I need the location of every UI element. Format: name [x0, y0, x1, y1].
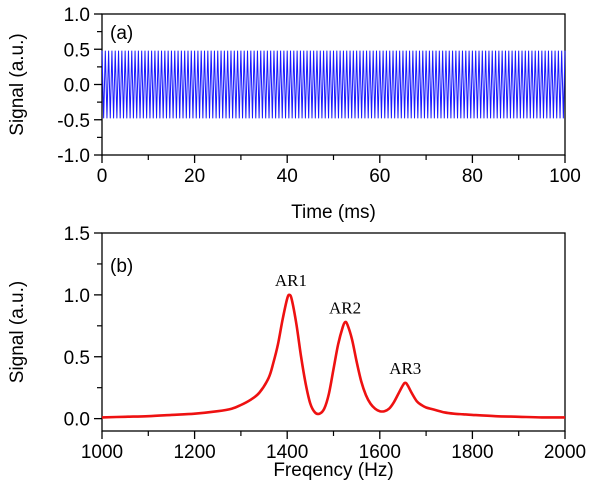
plot-a-x-tick-label: 60 [369, 166, 390, 187]
plot-b-x-tick-label: 1600 [359, 442, 401, 463]
plot-a-x-tick-label: 20 [184, 166, 205, 187]
plot-b-y-tick-label: 1.0 [64, 286, 90, 307]
plot-a-series [101, 50, 566, 119]
plot-b-series [101, 293, 566, 419]
plot-b-spectrum-line [101, 293, 566, 419]
plot-a-x-tick-label: 40 [277, 166, 298, 187]
plot-b-x-tick-label: 1800 [451, 442, 493, 463]
peak-label-ar2: AR2 [329, 298, 361, 317]
plot-b-y-tick-label: 0.0 [64, 410, 90, 431]
plot-a-y-tick-label: 0.5 [64, 40, 90, 61]
plot-b-x-tick-label: 1200 [173, 442, 215, 463]
plot-b-x-tick-label: 1400 [266, 442, 308, 463]
plot-a-y-tick-label: 1.0 [64, 5, 90, 26]
plot-b-frame [101, 232, 566, 432]
plot-b-x-tick-label: 2000 [544, 442, 586, 463]
plot-a-frame [101, 13, 566, 156]
plot-b-annotations: AR1 AR2 AR3 [275, 271, 421, 378]
plot-a-panel-label: (a) [110, 23, 133, 44]
plot-a-y-ticks: -1.0 -0.5 0.0 0.5 1.0 [57, 5, 102, 167]
plot-a-y-tick-label: -1.0 [57, 146, 90, 167]
plot-a-x-ticks: 0 20 40 60 80 100 [97, 155, 581, 187]
plot-b-x-tick-label: 1000 [81, 442, 123, 463]
plot-a-y-axis-label: Signal (a.u.) [7, 33, 28, 135]
plot-a-y-tick-label: -0.5 [57, 111, 90, 132]
peak-label-ar1: AR1 [275, 271, 307, 290]
plot-b-y-tick-label: 0.5 [64, 348, 90, 369]
plot-a-x-tick-label: 0 [97, 166, 108, 187]
plot-b-panel-label: (b) [110, 256, 133, 277]
plot-b-y-tick-label: 1.5 [64, 224, 90, 245]
panel-a: 0 20 40 60 80 100 -1.0 -0.5 0.0 0.5 1.0 (a) Time … [7, 5, 581, 223]
plot-a-x-tick-label: 100 [549, 166, 581, 187]
plot-b-x-ticks: 1000 1200 1400 1600 1800 2000 [81, 431, 586, 463]
plot-a-y-tick-label: 0.0 [64, 76, 90, 97]
plot-b-y-ticks: 0.0 0.5 1.0 1.5 [64, 224, 102, 431]
plot-b-y-axis-label: Signal (a.u.) [7, 281, 28, 383]
plot-a-signal-line [101, 50, 566, 119]
panel-b: 1000 1200 1400 1600 1800 2000 0.0 0.5 1.0 1.5 AR… [7, 224, 586, 481]
plot-a-x-axis-label: Time (ms) [291, 202, 376, 223]
plot-a-x-tick-label: 80 [462, 166, 483, 187]
plot-b-x-axis-label: Freqency (Hz) [273, 460, 393, 481]
peak-label-ar3: AR3 [389, 359, 421, 378]
